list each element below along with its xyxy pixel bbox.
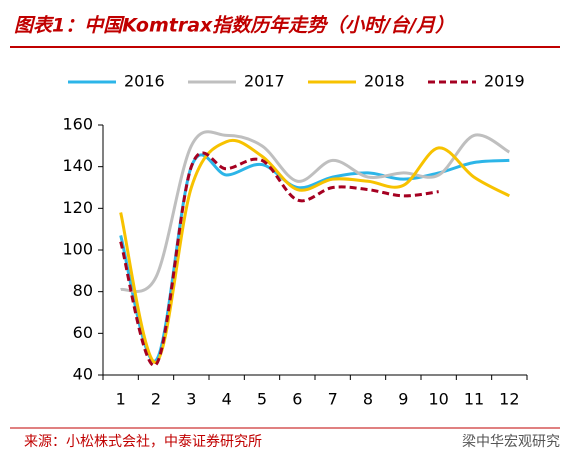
x-tick-label: 11 [464, 390, 484, 409]
series-line [120, 130, 511, 294]
x-tick-label: 2 [151, 390, 161, 409]
y-tick-label: 160 [62, 115, 93, 134]
legend-label: 2016 [124, 72, 165, 91]
y-tick-label: 60 [73, 323, 93, 342]
chart-title: 图表1：中国Komtrax指数历年走势（小时/台/月） [14, 15, 454, 37]
source: 来源：小松株式会社，中泰证券研究所 [24, 434, 262, 450]
x-tick-label: 12 [499, 390, 519, 409]
x-tick-label: 1 [116, 390, 126, 409]
x-tick-label: 3 [186, 390, 196, 409]
y-tick-label: 140 [62, 156, 93, 175]
x-tick-label: 8 [363, 390, 373, 409]
y-tick-label: 100 [62, 240, 93, 259]
x-tick-label: 4 [222, 390, 232, 409]
series-line [119, 151, 439, 367]
x-tick-label: 5 [257, 390, 267, 409]
y-tick-label: 40 [73, 365, 93, 384]
x-tick-label: 9 [398, 390, 408, 409]
x-tick-label: 7 [328, 390, 338, 409]
watermark: 梁中华宏观研究 [462, 434, 560, 450]
x-tick-label: 6 [292, 390, 302, 409]
legend-label: 2017 [244, 72, 285, 91]
y-tick-label: 120 [62, 198, 93, 217]
legend-label: 2019 [484, 72, 525, 91]
legend-label: 2018 [364, 72, 405, 91]
x-tick-label: 10 [428, 390, 448, 409]
y-tick-label: 80 [73, 281, 93, 300]
